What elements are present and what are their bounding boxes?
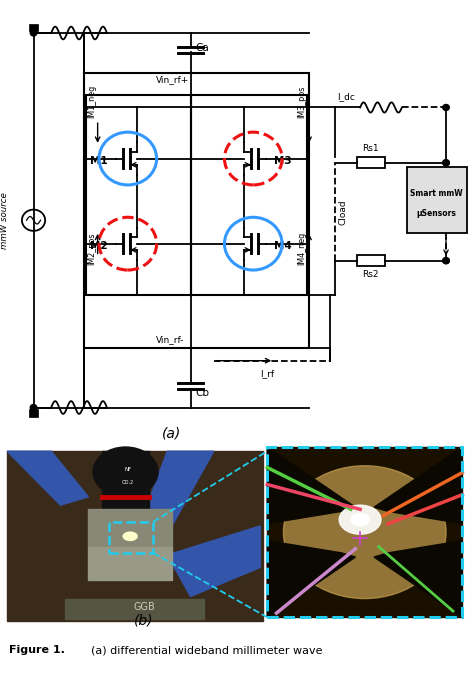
Text: IM1_neg: IM1_neg [87,85,96,118]
Bar [65,599,204,619]
Polygon shape [267,540,356,617]
Polygon shape [374,540,462,617]
Text: I_rf: I_rf [260,370,274,379]
Circle shape [443,104,449,111]
Bar [109,522,154,553]
Polygon shape [267,447,356,524]
Polygon shape [144,451,214,526]
Circle shape [443,257,449,264]
Text: Ca: Ca [195,43,209,53]
Bar [357,255,385,266]
Bar [29,409,38,417]
Bar [88,547,172,580]
Text: M2: M2 [90,241,108,251]
Polygon shape [167,526,260,597]
Polygon shape [7,451,88,505]
Text: IM4_neg: IM4_neg [297,232,306,265]
Text: M3: M3 [273,156,292,165]
Ellipse shape [123,532,137,540]
Ellipse shape [339,505,381,534]
Text: Figure 1.: Figure 1. [9,645,65,655]
Bar [102,451,149,513]
Text: (a): (a) [162,426,182,440]
Bar [267,447,462,617]
Bar [86,95,191,295]
Bar [29,24,38,31]
Bar [357,158,385,168]
Bar [267,447,462,617]
Text: OD.2: OD.2 [122,480,134,485]
Circle shape [443,257,449,264]
Text: (b): (b) [134,614,154,628]
Ellipse shape [93,447,158,497]
Text: Rs1: Rs1 [363,145,379,154]
Text: M1: M1 [90,156,108,165]
Text: M4: M4 [273,241,292,251]
Polygon shape [374,447,462,524]
Ellipse shape [283,466,446,599]
Circle shape [443,160,449,166]
Text: Vin_rf-: Vin_rf- [155,335,184,344]
Text: (a) differential wideband millimeter wave: (a) differential wideband millimeter wav… [91,645,322,655]
Bar [407,167,467,233]
Circle shape [443,160,449,166]
Text: μSensors: μSensors [417,209,456,218]
Text: I_dc: I_dc [337,92,355,101]
Text: GGB: GGB [133,602,155,612]
Bar [7,451,263,621]
Text: NF: NF [124,467,131,473]
Text: Cb: Cb [195,388,209,398]
Text: Cload: Cload [338,199,347,224]
Text: IM2_pos: IM2_pos [87,233,96,265]
Circle shape [30,405,37,410]
Bar [84,73,309,348]
Bar [191,95,307,295]
Ellipse shape [351,513,369,526]
Text: Vin_rf+: Vin_rf+ [155,75,189,84]
Text: mmW source: mmW source [0,192,9,248]
Text: IM3_pos: IM3_pos [297,86,306,118]
Text: Rs2: Rs2 [363,270,379,279]
Bar [88,509,172,547]
Text: Smart mmW: Smart mmW [410,189,463,198]
Circle shape [30,30,37,36]
